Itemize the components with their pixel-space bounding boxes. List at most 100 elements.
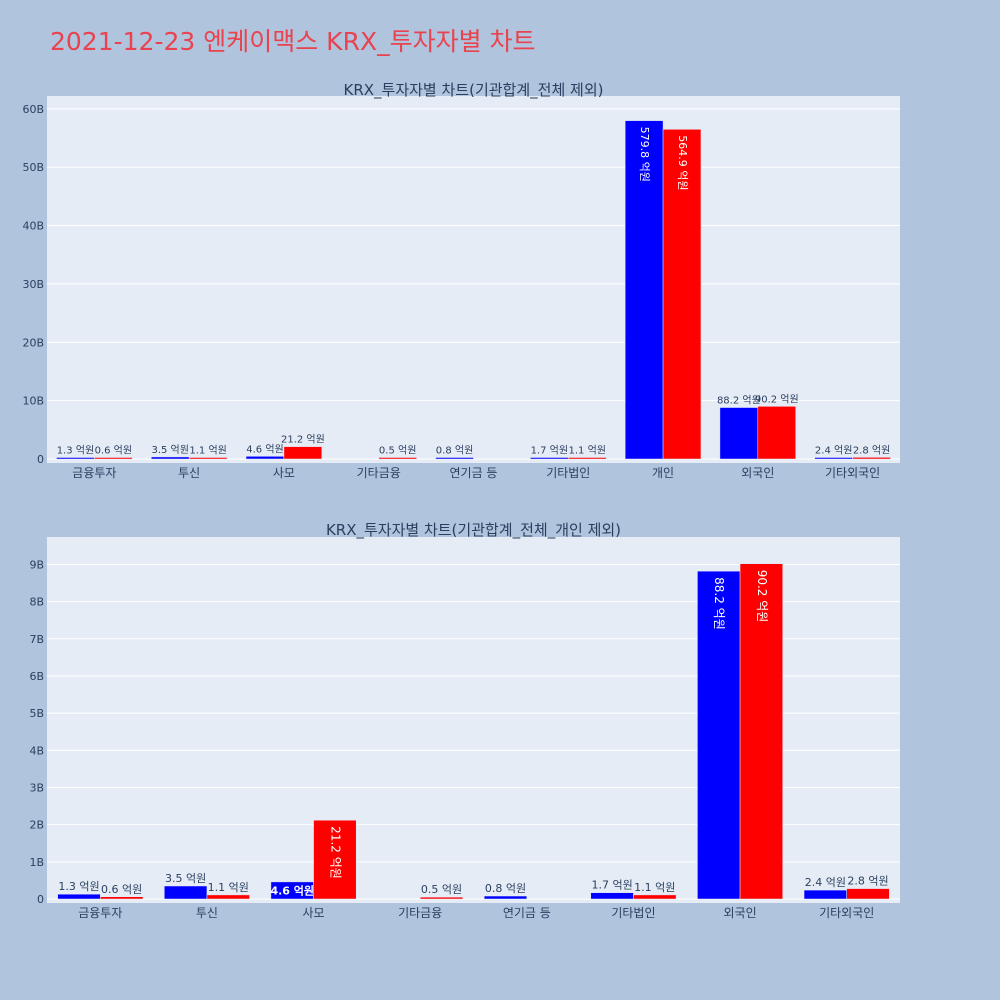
data-label: 2.8 억원 — [853, 444, 890, 456]
sell-bar — [568, 457, 607, 460]
x-tick-label: 사모 — [273, 466, 295, 480]
data-label: 2.4 억원 — [815, 445, 852, 457]
sell-bar — [757, 406, 796, 460]
sell-bar — [739, 563, 783, 900]
x-tick-label: 외국인 — [741, 466, 774, 480]
data-label: 1.7 억원 — [531, 445, 568, 457]
buy-bar — [56, 457, 95, 460]
sell-bar — [94, 457, 133, 460]
data-label: 90.2 억원 — [755, 393, 799, 405]
data-label: 1.1 억원 — [634, 881, 675, 894]
y-tick-label: 40B — [22, 220, 44, 233]
data-label: 1.1 억원 — [208, 881, 249, 894]
data-label: 0.5 억원 — [379, 445, 416, 457]
sell-bar — [283, 446, 323, 460]
sell-bar — [313, 819, 357, 900]
x-tick-label: 투신 — [196, 906, 218, 920]
data-label: 0.6 억원 — [95, 445, 132, 457]
data-label: 564.9 억원 — [676, 135, 689, 190]
y-tick-label: 2B — [29, 819, 44, 832]
data-label: 3.5 억원 — [165, 872, 206, 885]
x-tick-label: 기타법인 — [611, 906, 655, 920]
x-tick-label: 기타법인 — [546, 466, 590, 480]
sell-bar — [662, 129, 702, 460]
chart-1: KRX_투자자별 차트(기관합계_전체 제외) 0 10B 20B 30B 40B 50B 6… — [22, 81, 900, 480]
x-tick-label: 기타금융 — [357, 466, 401, 480]
buy-bar — [151, 456, 190, 460]
x-tick-label: 사모 — [303, 906, 325, 920]
buy-bar — [164, 885, 208, 900]
data-label: 4.6 억원 — [246, 443, 283, 455]
x-tick-label: 기타외국인 — [825, 466, 880, 480]
y-tick-label: 6B — [29, 670, 44, 683]
x-tick-label: 개인 — [652, 466, 674, 480]
x-tick-label: 연기금 등 — [503, 906, 551, 920]
x-tick-label: 투신 — [178, 466, 200, 480]
sell-bar — [633, 894, 677, 900]
y-tick-label: 0 — [37, 893, 44, 906]
data-label: 1.1 억원 — [189, 445, 226, 457]
x-tick-label: 연기금 등 — [450, 466, 498, 480]
sell-bar — [206, 894, 250, 900]
buy-bar — [245, 456, 285, 460]
data-label: 0.8 억원 — [436, 445, 473, 457]
sell-bar — [846, 888, 890, 900]
data-label: 1.7 억원 — [591, 879, 632, 892]
data-label: 90.2 억원 — [755, 570, 769, 623]
plot-background — [47, 96, 900, 463]
sell-bar — [378, 457, 417, 460]
buy-bar — [803, 889, 847, 900]
sell-bar — [100, 896, 144, 900]
data-label: 0.5 억원 — [421, 883, 462, 896]
y-tick-label: 20B — [22, 336, 44, 349]
data-label: 1.1 억원 — [568, 445, 605, 457]
y-tick-label: 3B — [29, 781, 44, 794]
data-label: 0.6 억원 — [101, 883, 142, 896]
sell-bar — [852, 457, 891, 460]
sell-bar — [419, 896, 464, 900]
y-tick-label: 8B — [29, 596, 44, 609]
data-label: 2.4 억원 — [805, 876, 846, 889]
y-tick-label: 7B — [29, 633, 44, 646]
x-tick-label: 외국인 — [724, 906, 757, 920]
y-tick-label: 60B — [22, 103, 44, 116]
buy-bar — [719, 407, 759, 460]
data-label: 0.8 억원 — [485, 882, 526, 895]
y-tick-label: 5B — [29, 707, 44, 720]
data-label: 88.2 억원 — [717, 395, 761, 407]
x-tick-label: 금융투자 — [72, 466, 116, 480]
data-label: 2.8 억원 — [847, 875, 888, 888]
buy-bar — [624, 120, 664, 460]
buy-bar — [483, 895, 528, 900]
buy-bar — [697, 570, 741, 900]
chart-title: KRX_투자자별 차트(기관합계_전체_개인 제외) — [326, 521, 621, 540]
data-label: 1.3 억원 — [58, 880, 99, 893]
sell-bar — [188, 457, 228, 460]
buy-bar — [57, 893, 101, 900]
buy-bar — [530, 457, 569, 460]
data-label: 1.3 억원 — [57, 445, 94, 457]
y-tick-label: 10B — [22, 395, 44, 408]
x-tick-label: 금융투자 — [78, 906, 122, 920]
x-tick-label: 기타외국인 — [819, 906, 874, 920]
y-tick-label: 30B — [22, 278, 44, 291]
x-tick-label: 기타금융 — [398, 906, 442, 920]
y-tick-label: 50B — [22, 161, 44, 174]
buy-bar — [590, 892, 634, 900]
y-tick-label: 1B — [29, 856, 44, 869]
y-tick-label: 0 — [37, 453, 44, 466]
chart-2: KRX_투자자별 차트(기관합계_전체_개인 제외) 0 1B 2B 3B 4B 5B 6B 7… — [29, 521, 900, 920]
data-label: 21.2 억원 — [328, 826, 342, 879]
data-label: 3.5 억원 — [151, 444, 188, 456]
chart-title: KRX_투자자별 차트(기관합계_전체 제외) — [344, 81, 604, 100]
buy-bar — [814, 457, 853, 460]
page-title: 2021-12-23 엔케이맥스 KRX_투자자별 차트 — [50, 27, 536, 56]
data-label: 579.8 억원 — [638, 127, 651, 182]
buy-bar — [435, 457, 474, 460]
data-label: 88.2 억원 — [712, 577, 726, 630]
data-label: 21.2 억원 — [281, 434, 325, 446]
y-tick-label: 4B — [29, 744, 44, 757]
y-tick-label: 9B — [29, 558, 44, 571]
data-label: 4.6 억원 — [270, 883, 314, 897]
